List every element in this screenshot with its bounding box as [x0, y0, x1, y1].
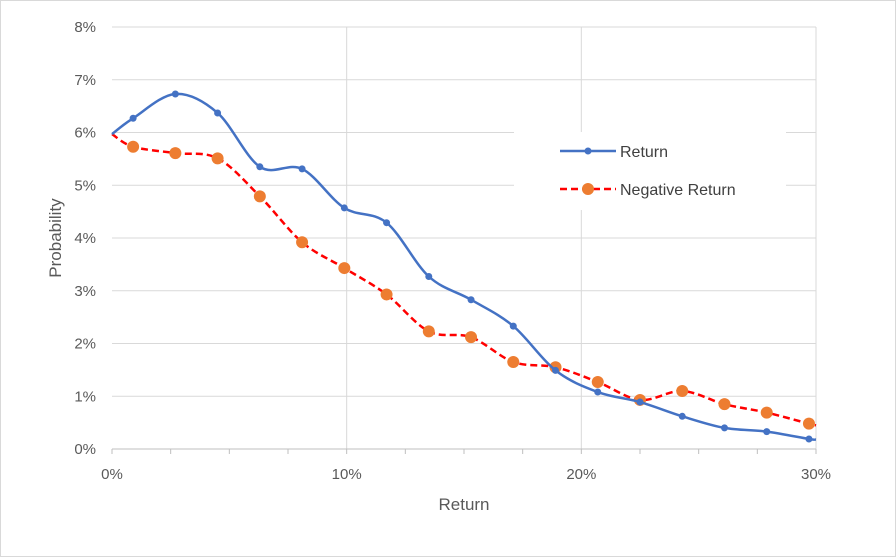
- data-point-negative-return: [169, 147, 182, 160]
- legend-background: [514, 132, 786, 210]
- y-tick-label: 6%: [74, 125, 96, 142]
- y-tick-label: 8%: [74, 19, 96, 36]
- legend-label-return: Return: [620, 144, 668, 161]
- y-tick-label: 3%: [74, 283, 96, 300]
- data-point-return: [214, 109, 222, 117]
- data-point-return: [594, 388, 602, 396]
- data-point-return: [129, 114, 137, 122]
- data-point-return: [383, 219, 391, 227]
- gridlines: [111, 26, 817, 454]
- data-point-negative-return: [127, 140, 140, 153]
- data-point-negative-return: [380, 288, 393, 301]
- data-point-return: [425, 273, 433, 281]
- legend-marker-negative-return: [582, 183, 594, 195]
- data-point-return: [678, 412, 686, 420]
- legend-label-negative-return: Negative Return: [620, 182, 736, 199]
- x-axis-ticks: 0% 10% 20% 30%: [101, 466, 831, 483]
- data-point-negative-return: [338, 262, 351, 275]
- y-tick-label: 2%: [74, 336, 96, 353]
- data-point-negative-return: [422, 325, 435, 338]
- data-point-return: [171, 90, 179, 98]
- data-point-return: [256, 163, 264, 171]
- data-point-return: [340, 204, 348, 212]
- data-point-negative-return: [507, 355, 520, 368]
- data-point-negative-return: [465, 331, 478, 344]
- y-axis-ticks: 0% 1% 2% 3% 4% 5% 6% 7% 8%: [74, 19, 96, 458]
- data-point-negative-return: [253, 190, 266, 203]
- data-point-negative-return: [676, 384, 689, 397]
- data-point-negative-return: [591, 376, 604, 389]
- x-axis-title: Return: [438, 495, 489, 514]
- data-point-negative-return: [718, 398, 731, 411]
- data-point-negative-return: [802, 417, 815, 430]
- data-point-return: [805, 435, 813, 443]
- data-point-negative-return: [296, 236, 309, 249]
- data-point-return: [509, 322, 517, 330]
- data-point-return: [763, 428, 771, 436]
- y-tick-label: 0%: [74, 441, 96, 458]
- y-tick-label: 5%: [74, 177, 96, 194]
- x-tick-label: 30%: [801, 466, 831, 483]
- y-axis-title: Probability: [46, 198, 65, 278]
- legend-marker-return: [584, 147, 592, 155]
- y-tick-label: 1%: [74, 388, 96, 405]
- data-point-return: [298, 165, 306, 173]
- x-tick-label: 20%: [566, 466, 596, 483]
- data-point-negative-return: [211, 152, 224, 165]
- x-tick-label: 0%: [101, 466, 123, 483]
- data-point-return: [720, 424, 728, 432]
- y-tick-label: 7%: [74, 72, 96, 89]
- x-tick-label: 10%: [332, 466, 362, 483]
- data-point-return: [552, 366, 560, 374]
- legend: Return Negative Return: [514, 132, 786, 210]
- series-layer: [111, 90, 817, 443]
- y-tick-label: 4%: [74, 230, 96, 247]
- data-point-return: [467, 296, 475, 304]
- data-point-return: [636, 398, 644, 406]
- data-point-negative-return: [760, 406, 773, 419]
